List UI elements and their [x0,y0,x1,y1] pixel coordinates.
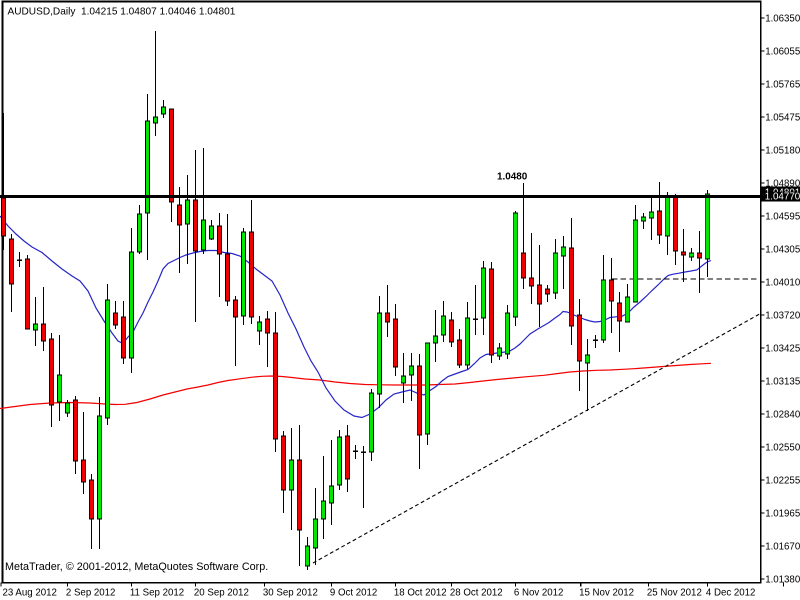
svg-text:1.03720: 1.03720 [765,311,800,322]
svg-text:20 Sep 2012: 20 Sep 2012 [194,587,249,598]
svg-text:25 Nov 2012: 25 Nov 2012 [647,587,702,598]
svg-text:1.02255: 1.02255 [765,476,800,487]
svg-text:1.04305: 1.04305 [765,245,800,256]
svg-text:1.03135: 1.03135 [765,377,800,388]
svg-text:1.02840: 1.02840 [765,410,800,421]
svg-text:1.05475: 1.05475 [765,113,800,124]
svg-text:11 Sep 2012: 11 Sep 2012 [130,587,184,598]
svg-text:MetaTrader, © 2001-2012, MetaQ: MetaTrader, © 2001-2012, MetaQuotes Soft… [5,561,268,573]
svg-text:1.04595: 1.04595 [765,212,800,223]
svg-text:1.06055: 1.06055 [765,47,800,58]
svg-text:23 Aug 2012: 23 Aug 2012 [3,587,57,598]
svg-text:4 Dec 2012: 4 Dec 2012 [706,587,756,598]
svg-text:1.04770: 1.04770 [765,192,800,203]
svg-text:1.02550: 1.02550 [765,443,800,454]
svg-text:30 Sep 2012: 30 Sep 2012 [263,587,318,598]
svg-text:1.01965: 1.01965 [765,509,800,520]
svg-text:1.05180: 1.05180 [765,146,800,157]
svg-text:6 Nov 2012: 6 Nov 2012 [514,587,564,598]
svg-text:1.0480: 1.0480 [497,172,528,183]
svg-text:18 Oct 2012: 18 Oct 2012 [394,587,447,598]
svg-text:1.06350: 1.06350 [765,14,800,25]
svg-text:1.04010: 1.04010 [765,278,800,289]
svg-text:1.03425: 1.03425 [765,344,800,355]
svg-text:28 Oct 2012: 28 Oct 2012 [450,587,503,598]
svg-text:1.05765: 1.05765 [765,80,800,91]
svg-text:1.01670: 1.01670 [765,542,800,553]
svg-text:AUDUSD,Daily 1.04215 1.04807: AUDUSD,Daily 1.04215 1.04807 1.04046 1.0… [8,7,236,18]
svg-text:1.01380: 1.01380 [765,575,800,586]
svg-text:1.04890: 1.04890 [765,179,800,190]
svg-text:9 Oct 2012: 9 Oct 2012 [330,587,377,598]
svg-text:15 Nov 2012: 15 Nov 2012 [579,587,634,598]
svg-text:1.04801: 1.04801 [765,187,800,198]
svg-text:2 Sep 2012: 2 Sep 2012 [66,587,116,598]
